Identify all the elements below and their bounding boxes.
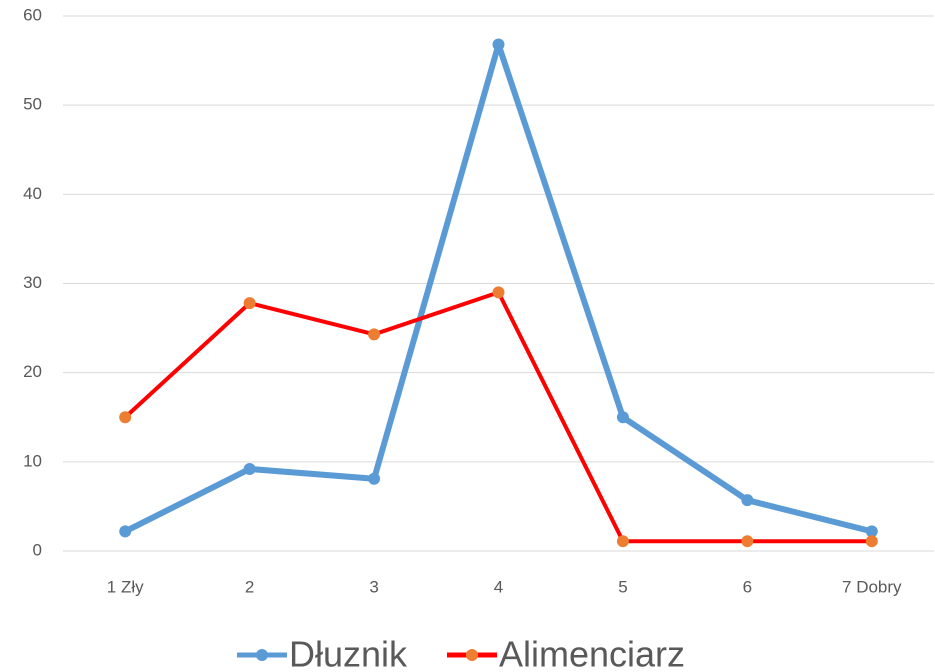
point-marker bbox=[119, 525, 132, 538]
point-marker bbox=[368, 472, 381, 485]
x-tick-label: 6 bbox=[743, 577, 752, 596]
y-tick-label: 60 bbox=[23, 5, 42, 24]
x-tick-label: 1 Zły bbox=[107, 577, 144, 596]
legend-marker bbox=[256, 649, 268, 661]
point-marker bbox=[616, 535, 629, 548]
point-marker bbox=[865, 535, 878, 548]
point-marker bbox=[741, 535, 754, 548]
x-tick-label: 2 bbox=[245, 577, 254, 596]
x-tick-label: 5 bbox=[618, 577, 627, 596]
point-marker bbox=[243, 297, 256, 310]
y-tick-label: 0 bbox=[33, 540, 42, 559]
y-tick-label: 10 bbox=[23, 451, 42, 470]
point-marker bbox=[616, 411, 629, 424]
y-tick-label: 50 bbox=[23, 95, 42, 114]
point-marker bbox=[243, 462, 256, 475]
point-marker bbox=[119, 411, 132, 424]
point-marker bbox=[741, 494, 754, 507]
y-tick-label: 40 bbox=[23, 184, 42, 203]
legend-label: Alimenciarz bbox=[499, 634, 685, 672]
x-tick-label: 7 Dobry bbox=[842, 577, 902, 596]
x-tick-label: 4 bbox=[494, 577, 503, 596]
x-tick-label: 3 bbox=[369, 577, 378, 596]
legend-label: Dłuznik bbox=[289, 634, 408, 672]
point-marker bbox=[492, 38, 505, 51]
point-marker bbox=[368, 328, 381, 341]
y-tick-label: 30 bbox=[23, 273, 42, 292]
y-tick-label: 20 bbox=[23, 362, 42, 381]
point-marker bbox=[865, 525, 878, 538]
point-marker bbox=[492, 286, 505, 299]
legend-marker bbox=[466, 649, 478, 661]
